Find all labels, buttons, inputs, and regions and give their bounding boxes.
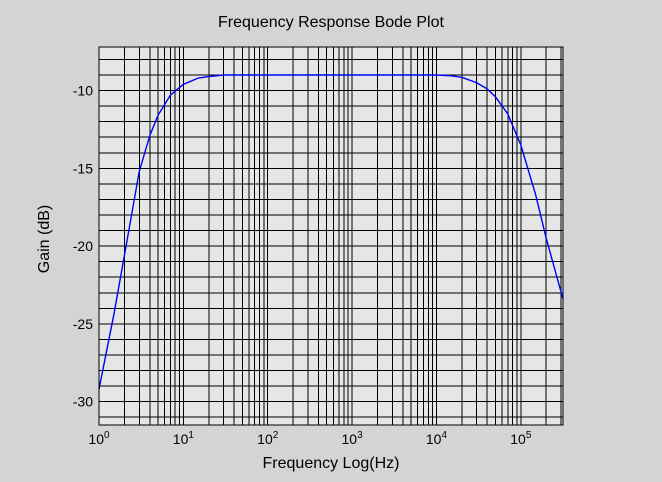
x-tick-label: 104 xyxy=(426,430,448,447)
plot-area xyxy=(98,46,564,426)
grid-lines xyxy=(99,47,563,425)
y-tick-label: -15 xyxy=(73,160,93,176)
y-tick-label: -25 xyxy=(73,316,93,332)
x-axis-label: Frequency Log(Hz) xyxy=(263,455,400,472)
x-tick-label: 100 xyxy=(88,430,110,447)
x-tick-labels: 100 101 102 103 104 105 xyxy=(88,430,531,447)
x-tick-label: 103 xyxy=(342,430,364,447)
chart-title: Frequency Response Bode Plot xyxy=(218,14,444,31)
y-tick-label: -20 xyxy=(73,238,93,254)
y-axis-label: Gain (dB) xyxy=(36,205,53,273)
plot-frame xyxy=(98,46,564,426)
y-tick-label: -10 xyxy=(73,83,93,99)
series-layer xyxy=(98,46,564,426)
y-tick-labels: -10 -15 -20 -25 -30 xyxy=(73,83,93,410)
x-tick-label: 102 xyxy=(257,430,279,447)
x-tick-label: 101 xyxy=(173,430,195,447)
x-tick-label: 105 xyxy=(510,430,532,447)
y-tick-label: -30 xyxy=(73,394,93,410)
gain-series-line xyxy=(98,74,564,390)
